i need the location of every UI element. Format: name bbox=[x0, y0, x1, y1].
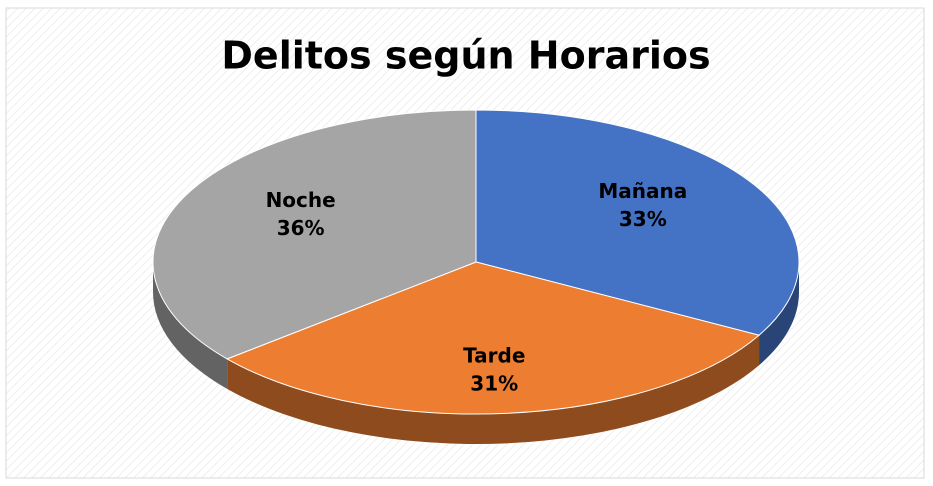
slice-label: Mañana bbox=[598, 179, 687, 203]
slice-side bbox=[759, 262, 800, 366]
value-label: 31% bbox=[470, 371, 518, 395]
slice bbox=[152, 109, 477, 360]
slice bbox=[475, 109, 800, 336]
slice bbox=[225, 261, 761, 415]
slice-side bbox=[153, 262, 228, 389]
slice-label: Tarde bbox=[463, 343, 525, 367]
value-label: 33% bbox=[619, 207, 667, 231]
slice-side bbox=[227, 335, 760, 444]
chart-title: Delitos según Horarios bbox=[221, 34, 710, 78]
value-label: 36% bbox=[277, 216, 325, 240]
slice-label: Noche bbox=[266, 188, 336, 212]
